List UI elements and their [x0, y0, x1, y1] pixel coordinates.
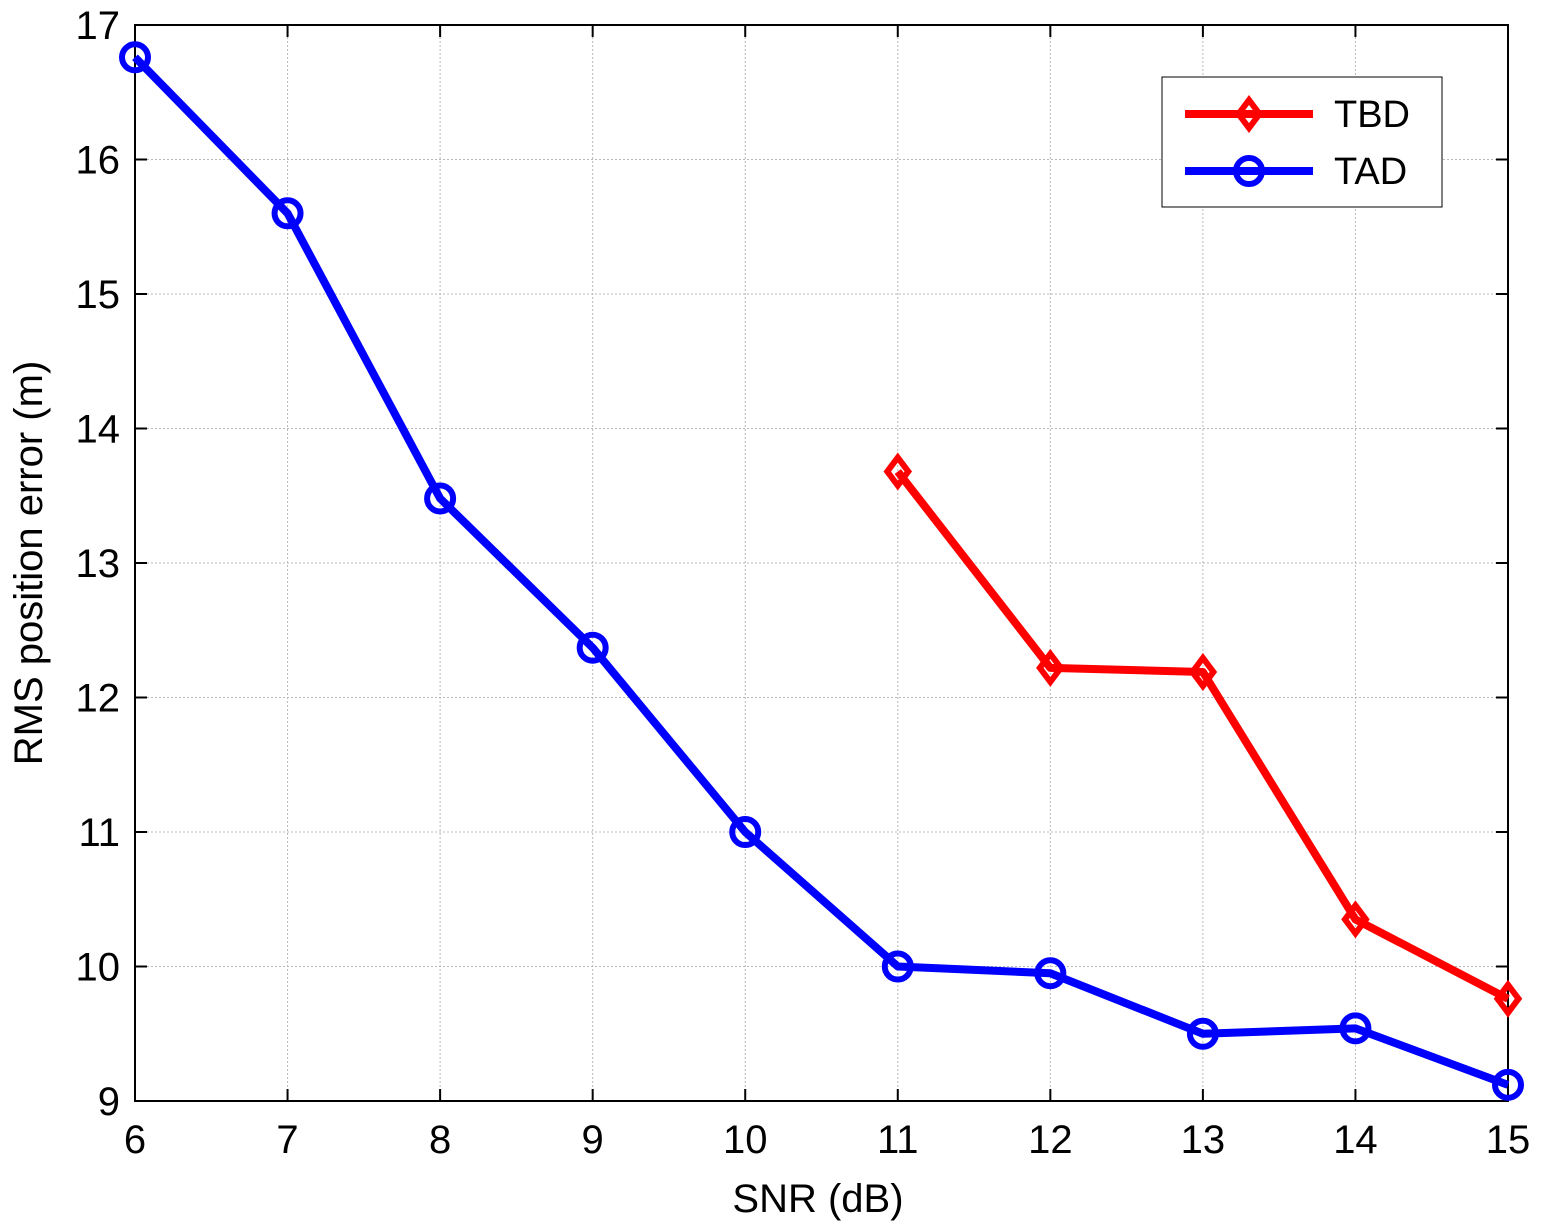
y-tick-label: 11 — [78, 811, 120, 855]
y-tick-label: 15 — [76, 273, 121, 317]
x-tick-label: 14 — [1333, 1118, 1378, 1162]
legend-label-tad: TAD — [1334, 151, 1407, 193]
y-axis-label: RMS position error (m) — [7, 361, 51, 766]
data-point-tad — [729, 816, 762, 848]
data-point-tad — [576, 631, 609, 664]
data-point-tbd — [1036, 648, 1065, 687]
x-tick-label: 10 — [723, 1118, 768, 1162]
y-tick-labels: 9 10 11 12 13 14 15 16 17 — [76, 4, 121, 1124]
x-tick-label: 8 — [429, 1118, 451, 1162]
y-tick-label: 9 — [98, 1080, 120, 1124]
x-tick-label: 9 — [582, 1118, 604, 1162]
y-tick-label: 10 — [76, 946, 121, 990]
legend-marker-tbd — [1234, 95, 1264, 133]
x-tick-label: 6 — [124, 1118, 146, 1162]
legend-box — [1161, 76, 1443, 208]
data-point-tad — [424, 482, 457, 515]
y-tick-label: 12 — [76, 677, 121, 721]
x-tick-label: 12 — [1028, 1118, 1073, 1162]
y-tick-label: 17 — [76, 4, 121, 48]
data-point-tbd — [1341, 900, 1370, 939]
series-line-tbd — [894, 469, 1510, 1003]
x-tick-label: 15 — [1486, 1118, 1531, 1162]
data-point-tad — [119, 41, 151, 74]
plot-frame — [134, 24, 1509, 1102]
x-tick-label: 7 — [276, 1118, 298, 1162]
y-tick-label: 14 — [76, 408, 121, 452]
data-point-tad — [1339, 1012, 1372, 1045]
data-point-tad — [271, 197, 304, 230]
legend-label-tbd: TBD — [1334, 94, 1410, 136]
data-point-tad — [1186, 1017, 1219, 1050]
x-tick-label: 11 — [877, 1118, 919, 1162]
series-tad — [119, 41, 1524, 1101]
data-point-tad — [1492, 1068, 1524, 1101]
data-point-tad — [1034, 957, 1067, 990]
y-tick-label: 16 — [76, 139, 121, 183]
legend: TBD TAD — [1161, 76, 1443, 208]
series-tbd — [883, 452, 1523, 1018]
x-tick-label: 13 — [1181, 1118, 1226, 1162]
data-point-tad — [881, 950, 914, 983]
x-tick-labels: 6 7 8 9 10 11 12 13 14 15 — [124, 1118, 1530, 1162]
data-point-tbd — [1493, 979, 1523, 1018]
series-line-tad — [132, 54, 1510, 1089]
y-tick-label: 13 — [76, 542, 121, 586]
legend-marker-tad — [1233, 155, 1265, 187]
data-point-tbd — [883, 452, 913, 491]
series-layer — [119, 41, 1524, 1101]
data-point-tbd — [1188, 652, 1218, 691]
x-axis-label: SNR (dB) — [732, 1177, 903, 1221]
